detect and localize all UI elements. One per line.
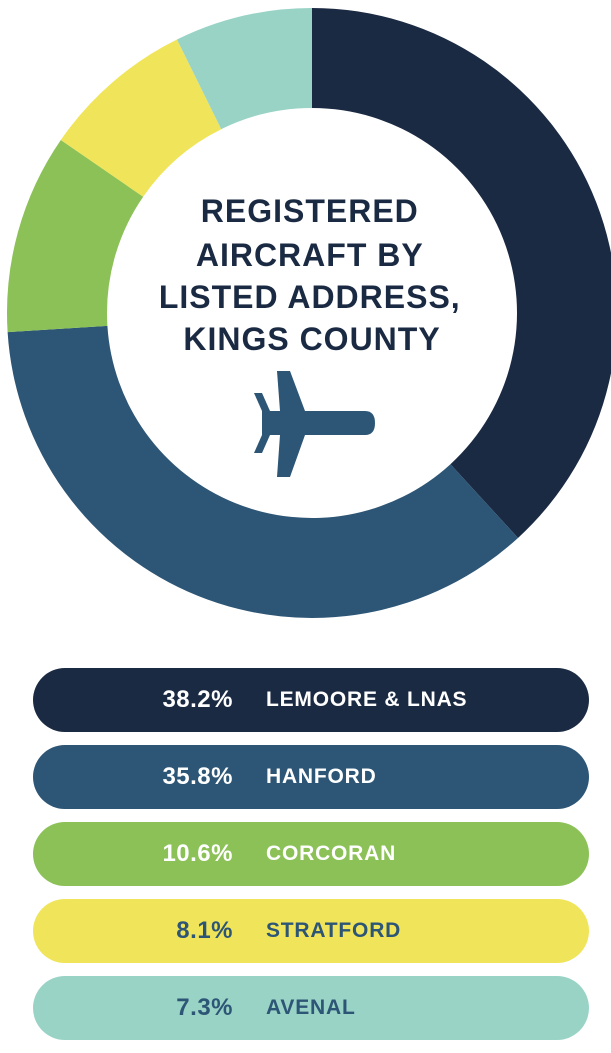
legend-item-lemoore: 38.2% LEMOORE & LNAS xyxy=(33,668,589,732)
legend-label: HANFORD xyxy=(266,765,377,788)
legend-label: LEMOORE & LNAS xyxy=(266,688,468,711)
legend-item-avenal: 7.3% AVENAL xyxy=(33,976,589,1040)
chart-title-line: AIRCRAFT BY xyxy=(196,237,424,273)
legend-label: STRATFORD xyxy=(266,919,402,942)
legend-item-stratford: 8.1% STRATFORD xyxy=(33,899,589,963)
chart-title-line: LISTED ADDRESS, xyxy=(159,279,461,315)
legend-item-corcoran: 10.6% CORCORAN xyxy=(33,822,589,886)
donut-slice-3 xyxy=(60,39,222,197)
donut-slice-4 xyxy=(176,8,312,130)
chart-title-line: REGISTERED xyxy=(201,193,419,229)
legend-item-hanford: 35.8% HANFORD xyxy=(33,745,589,809)
legend-label: CORCORAN xyxy=(266,842,397,865)
donut-slice-1 xyxy=(7,325,518,618)
donut-slices xyxy=(6,8,611,618)
airplane-icon xyxy=(254,371,375,477)
legend-value: 38.2% xyxy=(162,686,233,713)
chart-title-line: KINGS COUNTY xyxy=(183,321,440,357)
legend-value: 7.3% xyxy=(176,994,233,1021)
donut-slice-0 xyxy=(312,8,611,538)
donut-chart: REGISTERED AIRCRAFT BY LISTED ADDRESS, K… xyxy=(6,8,611,618)
legend-value: 8.1% xyxy=(176,917,233,944)
legend-label: AVENAL xyxy=(266,996,356,1019)
legend-value: 10.6% xyxy=(162,840,233,867)
legend-value: 35.8% xyxy=(162,763,233,790)
donut-slice-2 xyxy=(6,139,144,333)
chart-title: REGISTERED AIRCRAFT BY LISTED ADDRESS, K… xyxy=(159,193,465,357)
legend: 38.2% LEMOORE & LNAS 35.8% HANFORD 10.6%… xyxy=(33,668,589,1053)
